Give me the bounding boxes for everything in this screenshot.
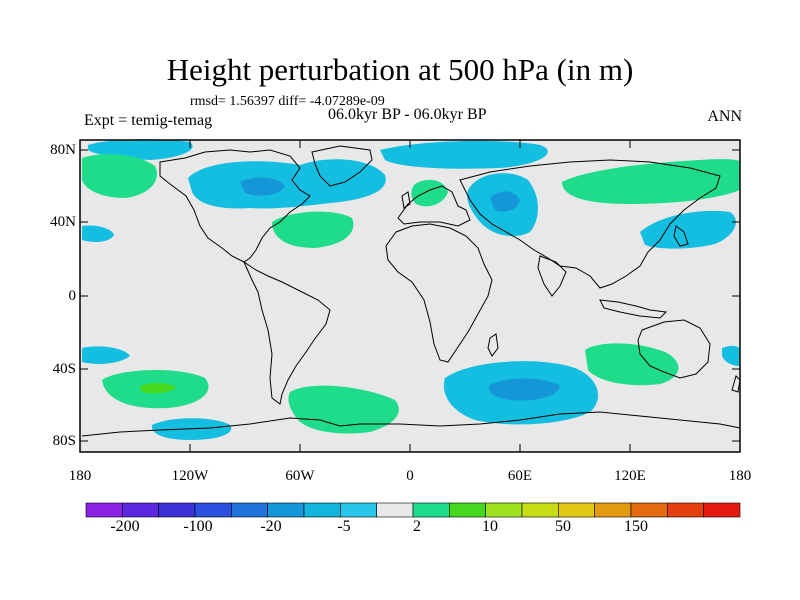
positive-anomaly-region — [585, 343, 679, 386]
colorbar-swatch — [449, 502, 486, 518]
colorbar-swatch — [85, 502, 123, 518]
negative-anomaly-region — [380, 140, 548, 169]
coastline-greenland — [311, 145, 373, 187]
lon-label-180e: 180 — [728, 468, 752, 484]
lon-label-120w: 120W — [171, 468, 209, 484]
colorbar-label: 2 — [413, 518, 421, 535]
colorbar-label: 10 — [482, 518, 498, 535]
lat-label-0: 0 — [68, 288, 77, 304]
coastline-madagascar — [487, 333, 499, 357]
colorbar-swatch — [630, 502, 668, 518]
negative-anomaly-region — [640, 210, 736, 249]
colorbar-swatch — [122, 502, 159, 518]
colorbar-label: 50 — [555, 518, 571, 535]
coastline-north-america — [159, 149, 311, 263]
colorbar-label: -100 — [183, 518, 213, 535]
negative-anomaly-region — [82, 346, 130, 364]
colorbar-swatch — [194, 502, 232, 518]
positive-anomaly-region — [288, 385, 399, 434]
colorbar-swatch — [340, 502, 377, 518]
negative-anomaly-region — [490, 191, 520, 212]
colorbar-label: -20 — [260, 518, 282, 535]
negative-anomaly-region — [489, 378, 560, 401]
positive-anomaly-region — [82, 154, 157, 198]
colorbar-swatch — [267, 502, 305, 518]
lon-label-60e: 60E — [507, 468, 533, 484]
coastline-africa — [385, 223, 493, 363]
lon-label-0: 0 — [406, 468, 414, 484]
anomaly-fills — [82, 139, 740, 440]
colorbar — [85, 502, 741, 518]
lat-ticks — [80, 149, 740, 442]
experiment-label: Expt = temig-temag — [84, 112, 213, 129]
map-title: Height perturbation at 500 hPa (in m) — [166, 52, 634, 87]
colorbar-swatch — [485, 502, 523, 518]
lon-label-60w: 60W — [285, 468, 315, 484]
colorbar-swatch — [703, 502, 741, 518]
colorbar-swatch — [158, 502, 196, 518]
rmsd-stats: rmsd= 1.56397 diff= -4.07289e-09 — [190, 94, 385, 109]
coastlines — [81, 145, 741, 437]
coastline-new-zealand — [731, 375, 741, 393]
period-label: 06.0kyr BP - 06.0kyr BP — [328, 106, 487, 123]
positive-anomaly-region — [562, 159, 740, 204]
colorbar-swatch — [412, 502, 450, 518]
coastline-asia — [459, 159, 721, 289]
colorbar-swatch — [521, 502, 559, 518]
negative-anomaly-region — [722, 345, 740, 366]
season-label: ANN — [707, 108, 742, 125]
lat-label-80n: 80N — [50, 142, 76, 158]
coastline-uk — [401, 191, 411, 209]
negative-anomaly-region — [188, 159, 386, 209]
coastline-japan — [673, 225, 689, 247]
negative-anomaly-region — [82, 225, 114, 243]
lon-label-180w: 180 — [68, 468, 92, 484]
lon-label-120e: 120E — [614, 468, 646, 484]
colorbar-label: 150 — [624, 518, 648, 535]
positive-anomaly-region — [411, 179, 448, 207]
colorbar-swatch — [558, 502, 595, 518]
colorbar-swatch — [667, 502, 704, 518]
colorbar-label: -200 — [110, 518, 140, 535]
lat-label-40s: 40S — [52, 361, 76, 377]
lat-label-40n: 40N — [50, 214, 76, 230]
lon-ticks — [189, 140, 631, 452]
coastline-australia — [637, 319, 711, 379]
coastline-india — [537, 255, 567, 297]
colorbar-label: -5 — [337, 518, 351, 535]
positive-anomaly-region — [272, 211, 354, 248]
colorbar-swatch — [303, 502, 341, 518]
colorbar-swatch — [376, 502, 414, 518]
coastline-europe — [397, 185, 471, 227]
coastline-antarctica — [81, 411, 741, 437]
coastline-south-america — [242, 260, 331, 405]
negative-anomaly-region — [240, 177, 285, 196]
colorbar-swatch — [231, 502, 268, 518]
coastline-indonesia — [599, 299, 668, 319]
lat-label-80s: 80S — [52, 433, 76, 449]
colorbar-swatch — [594, 502, 632, 518]
positive-anomaly-region — [140, 383, 176, 394]
